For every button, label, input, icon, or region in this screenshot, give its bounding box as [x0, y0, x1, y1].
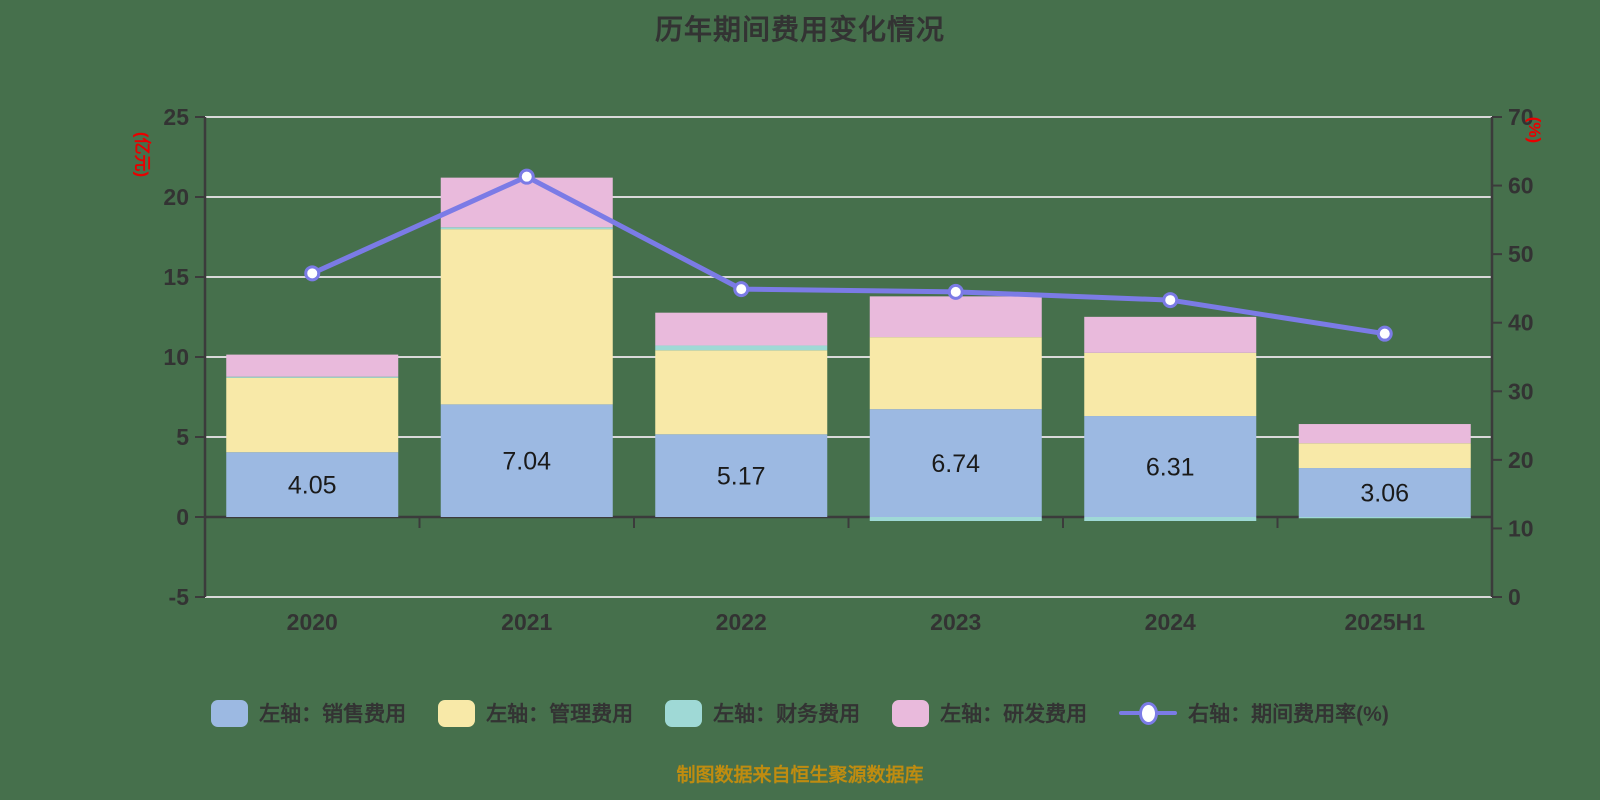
- right-tick-label: 40: [1508, 310, 1534, 336]
- right-tick-label: 0: [1508, 584, 1521, 610]
- left-tick-label: -5: [169, 584, 190, 610]
- legend-swatch-sales-expense: [211, 699, 249, 727]
- bar-segment: [1084, 352, 1257, 417]
- bar-value-label: 5.17: [717, 463, 766, 491]
- x-tick-label: 2022: [716, 609, 767, 635]
- line-marker-point: [733, 281, 750, 298]
- right-tick-label: 50: [1508, 241, 1534, 267]
- bar-segment: [655, 434, 828, 517]
- x-tick-label: 2024: [1145, 609, 1196, 635]
- bar-segment: [226, 354, 399, 377]
- chart-title: 历年期间费用变化情况: [654, 14, 945, 45]
- left-tick-label: 15: [163, 264, 189, 290]
- bar-value-label: 6.31: [1146, 454, 1195, 482]
- legend-item-sales-expense[interactable]: 左轴：销售费用: [211, 698, 406, 728]
- bar-segment: [1298, 517, 1471, 519]
- right-tick-label: 10: [1508, 515, 1534, 541]
- source-caption: 制图数据来自恒生聚源数据库: [676, 765, 924, 786]
- left-tick-label: 20: [163, 184, 189, 210]
- legend-label: 左轴：管理费用: [486, 703, 634, 726]
- legend-swatch-rd-expense: [892, 699, 930, 727]
- x-tick-label: 2023: [930, 609, 981, 635]
- legend-label: 左轴：财务费用: [713, 703, 861, 726]
- legend-swatch-finance-expense: [665, 699, 703, 727]
- right-tick-label: 70: [1508, 104, 1534, 130]
- right-axis-unit-label: (%): [1525, 116, 1544, 144]
- bar-segment: [655, 345, 828, 351]
- left-tick-label: 10: [163, 344, 189, 370]
- bar-segment: [1084, 416, 1257, 517]
- left-tick-label: 25: [163, 104, 189, 130]
- bar-value-label: 3.06: [1360, 480, 1409, 508]
- legend-marker-dot: [1138, 701, 1158, 725]
- right-tick-label: 60: [1508, 173, 1534, 199]
- legend-label: 左轴：研发费用: [940, 703, 1088, 726]
- line-marker-point: [1376, 325, 1393, 342]
- bar-segment: [226, 376, 399, 378]
- x-tick-label: 2021: [501, 609, 552, 635]
- bar-segment: [869, 517, 1042, 521]
- legend-label: 右轴：期间费用率(%): [1188, 703, 1389, 726]
- x-tick-label: 2025H1: [1344, 609, 1425, 635]
- bar-segment: [1084, 517, 1257, 521]
- line-marker-icon: [1119, 699, 1178, 727]
- right-tick-label: 30: [1508, 378, 1534, 404]
- bar-segment: [655, 312, 828, 346]
- bar-segment: [1084, 316, 1257, 353]
- bar-segment: [440, 404, 613, 517]
- bar-value-label: 6.74: [931, 450, 980, 478]
- left-axis-unit-label: (亿元): [132, 131, 152, 178]
- legend-swatch-admin-expense: [438, 699, 476, 727]
- legend-item-rd-expense[interactable]: 左轴：研发费用: [892, 698, 1087, 728]
- left-tick-label: 5: [176, 424, 189, 450]
- legend: 左轴：销售费用 左轴：管理费用 左轴：财务费用 左轴：研发费用 右轴：期间费用率…: [0, 698, 1600, 728]
- bar-segment: [1298, 468, 1471, 517]
- legend-item-admin-expense[interactable]: 左轴：管理费用: [438, 698, 633, 728]
- line-marker-point: [947, 283, 964, 300]
- bar-segment: [1298, 424, 1471, 444]
- bar-segment: [869, 296, 1042, 338]
- expense-ratio-line: [309, 174, 1388, 337]
- bar-segment: [655, 350, 828, 435]
- left-tick-label: 0: [176, 504, 189, 530]
- line-marker-point: [518, 168, 535, 185]
- legend-item-finance-expense[interactable]: 左轴：财务费用: [665, 698, 860, 728]
- bar-segment: [869, 337, 1042, 410]
- bar-segment: [440, 227, 613, 230]
- legend-label: 左轴：销售费用: [259, 703, 407, 726]
- bar-value-label: 7.04: [502, 448, 551, 476]
- legend-item-expense-ratio[interactable]: 右轴：期间费用率(%): [1119, 698, 1389, 728]
- bar-segment: [226, 377, 399, 453]
- line-marker-point: [304, 265, 321, 282]
- bar-value-label: 4.05: [288, 472, 337, 500]
- bar-segment: [226, 452, 399, 517]
- bar-segment: [1298, 443, 1471, 469]
- x-tick-label: 2020: [287, 609, 338, 635]
- right-tick-label: 20: [1508, 447, 1534, 473]
- bar-segment: [440, 229, 613, 405]
- bar-segment: [869, 409, 1042, 517]
- line-marker-point: [1162, 292, 1179, 309]
